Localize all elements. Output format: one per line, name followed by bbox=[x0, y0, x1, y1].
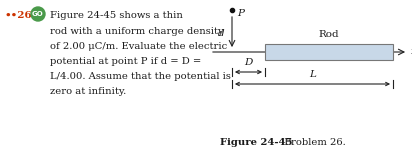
Text: L: L bbox=[309, 70, 316, 79]
Text: Figure 24-45 shows a thin: Figure 24-45 shows a thin bbox=[50, 11, 183, 20]
Text: ••26: ••26 bbox=[4, 11, 32, 20]
Text: L/4.00. Assume that the potential is: L/4.00. Assume that the potential is bbox=[50, 72, 231, 81]
Bar bbox=[265, 44, 393, 60]
Text: x: x bbox=[411, 47, 412, 57]
Circle shape bbox=[31, 7, 45, 21]
Text: Rod: Rod bbox=[319, 30, 339, 39]
Text: potential at point P if d = D =: potential at point P if d = D = bbox=[50, 57, 201, 66]
Text: zero at infinity.: zero at infinity. bbox=[50, 87, 126, 96]
Text: d: d bbox=[218, 29, 224, 38]
Text: GO: GO bbox=[32, 11, 44, 17]
Text: Figure 24-45: Figure 24-45 bbox=[220, 138, 293, 147]
Text: rod with a uniform charge density: rod with a uniform charge density bbox=[50, 27, 224, 36]
Text: D: D bbox=[244, 58, 253, 67]
Text: of 2.00 μC/m. Evaluate the electric: of 2.00 μC/m. Evaluate the electric bbox=[50, 42, 227, 51]
Text: P: P bbox=[237, 9, 244, 18]
Text: Problem 26.: Problem 26. bbox=[278, 138, 346, 147]
